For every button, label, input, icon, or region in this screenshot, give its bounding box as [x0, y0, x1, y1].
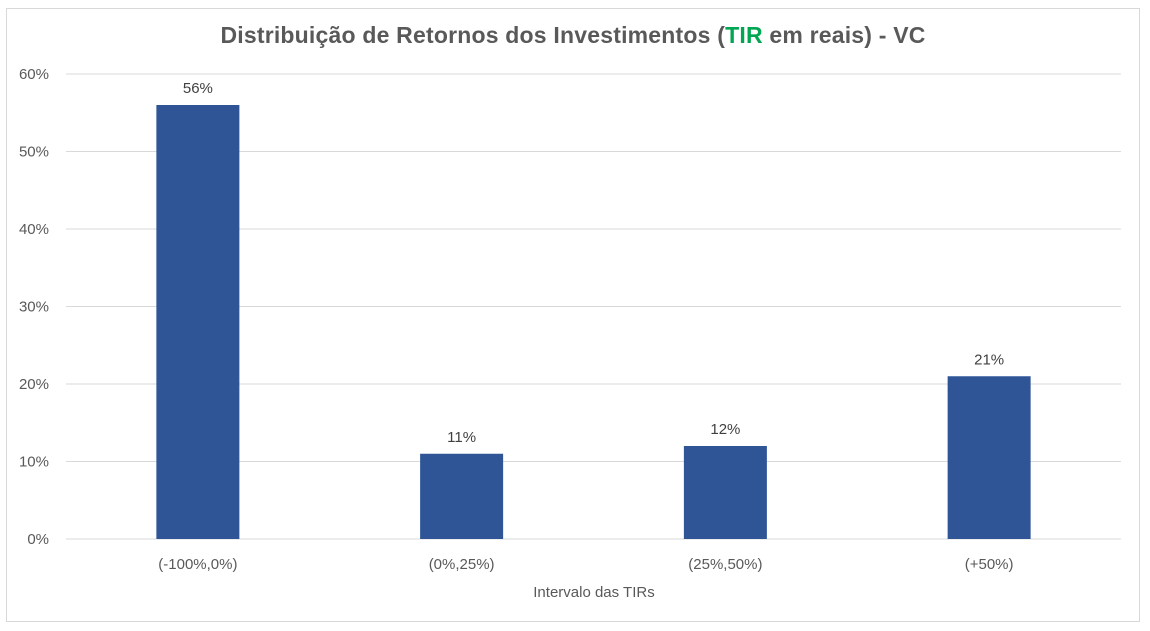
data-label: 56% — [183, 80, 213, 97]
category-label: (0%,25%) — [429, 556, 495, 573]
title-highlight-tir: TIR — [725, 22, 763, 48]
data-label: 12% — [710, 421, 740, 438]
data-label: 11% — [447, 429, 476, 446]
data-labels: 56% 11% 12% 21% — [183, 80, 1004, 446]
y-tick-label: 20% — [19, 376, 49, 393]
category-label: (-100%,0%) — [158, 556, 237, 573]
x-axis-title: Intervalo das TIRs — [533, 584, 654, 601]
category-label: (25%,50%) — [688, 556, 762, 573]
y-tick-label: 0% — [27, 531, 49, 548]
y-tick-label: 30% — [19, 299, 49, 316]
y-tick-label: 40% — [19, 221, 49, 238]
y-axis-tick-labels: 0% 10% 20% 30% 40% 50% 60% — [19, 66, 49, 548]
title-text-after: em reais) - VC — [762, 22, 926, 48]
bar — [156, 105, 240, 539]
y-tick-label: 10% — [19, 454, 49, 471]
title-text-before: Distribuição de Retornos dos Investiment… — [220, 22, 726, 48]
y-tick-label: 50% — [19, 144, 49, 161]
data-label: 21% — [974, 351, 1004, 368]
chart-title: Distribuição de Retornos dos Investiment… — [0, 22, 1146, 49]
gridlines — [66, 73, 1121, 540]
x-axis-category-labels: (-100%,0%) (0%,25%) (25%,50%) (+50%) — [158, 556, 1013, 573]
y-tick-label: 60% — [19, 66, 49, 83]
bars — [156, 105, 1031, 539]
bar — [947, 376, 1031, 539]
category-label: (+50%) — [965, 556, 1014, 573]
bar — [683, 446, 767, 539]
bar — [420, 453, 504, 539]
